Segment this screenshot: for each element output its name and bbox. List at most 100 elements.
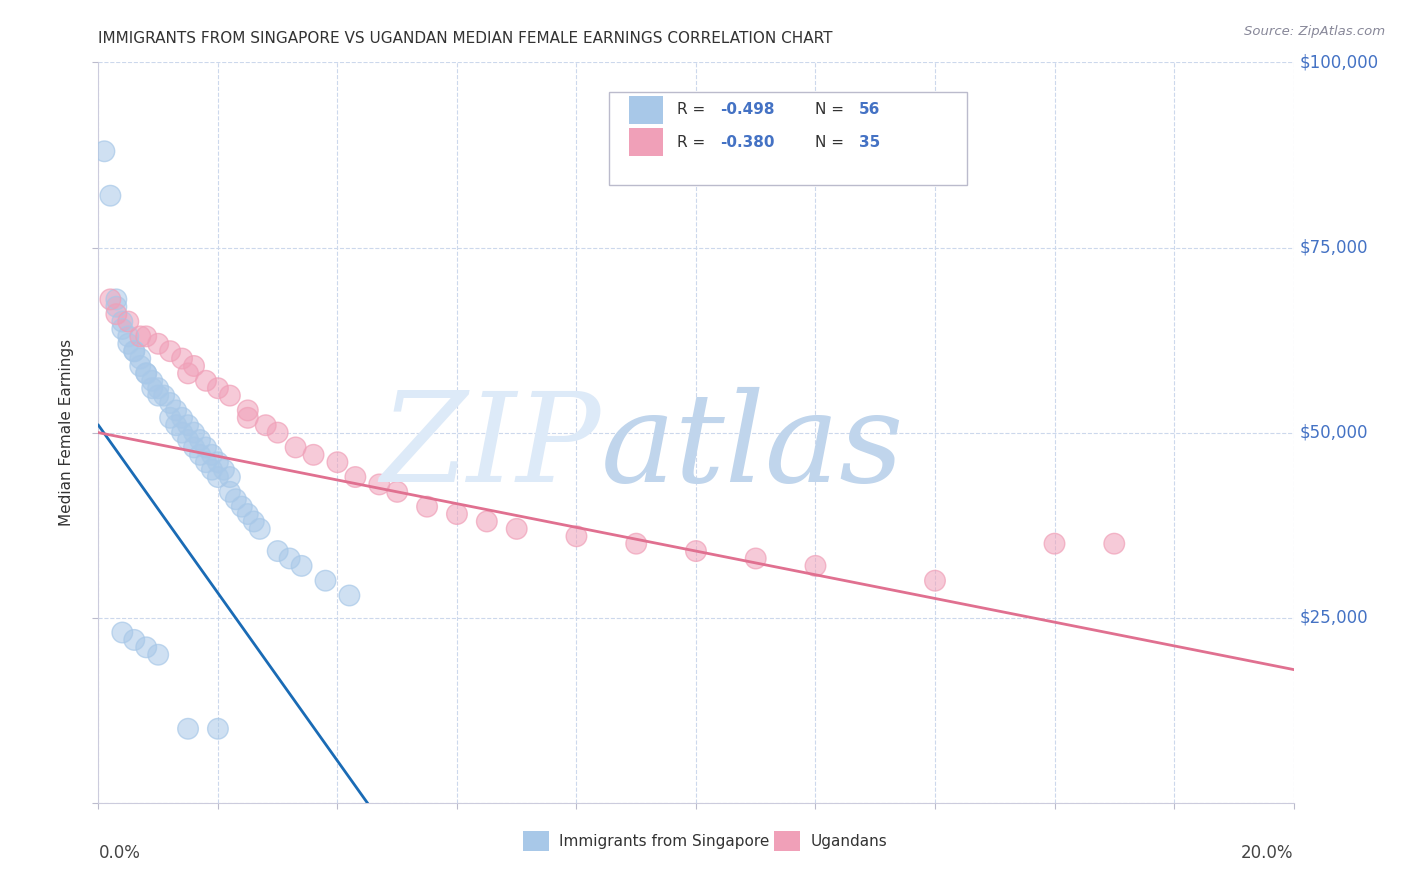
Point [129,329,152,343]
Point [98,293,122,307]
Point [302,448,325,462]
Y-axis label: Median Female Earnings: Median Female Earnings [59,339,75,526]
Text: atlas: atlas [600,386,904,508]
Point [105,307,128,321]
Point [685,544,707,558]
Point [195,455,218,469]
Point [177,433,200,447]
Point [267,544,290,558]
Point [141,374,163,388]
Point [111,322,134,336]
Point [385,484,409,499]
Point [207,470,229,484]
Point [141,374,163,388]
Point [117,314,139,328]
Point [219,484,242,499]
Point [207,470,229,484]
Point [129,351,152,366]
Point [212,462,235,476]
Point [284,441,307,455]
Point [745,551,768,566]
Point [105,293,128,307]
Text: ZIP: ZIP [380,386,600,508]
Point [446,507,468,521]
Text: $100,000: $100,000 [1299,54,1379,71]
Point [172,425,194,440]
Point [165,418,187,433]
Point [129,329,152,343]
Point [804,558,827,573]
Point [267,425,290,440]
Point [183,425,205,440]
Point [148,336,170,351]
Point [201,448,224,462]
Point [231,500,253,514]
Point [117,336,139,351]
Point [98,188,122,202]
Point [93,145,115,159]
Point [302,448,325,462]
Point [219,470,242,484]
Point [124,344,146,359]
Point [924,574,946,588]
Point [165,403,187,417]
Point [177,367,200,381]
Point [207,722,229,736]
Point [446,507,468,521]
Point [177,433,200,447]
Text: $50,000: $50,000 [1299,424,1368,442]
Point [207,381,229,395]
Bar [773,831,800,851]
Point [219,484,242,499]
Point [135,640,157,655]
Point [98,188,122,202]
Text: Ugandans: Ugandans [811,834,887,849]
Text: $25,000: $25,000 [1299,608,1368,627]
Point [291,558,314,573]
Text: $75,000: $75,000 [1299,238,1368,257]
Point [135,367,157,381]
Point [243,515,266,529]
Point [148,648,170,662]
Text: -0.380: -0.380 [720,135,775,150]
Point [148,648,170,662]
Point [249,522,271,536]
Point [148,336,170,351]
Point [159,344,181,359]
Point [165,418,187,433]
Point [475,515,498,529]
Point [626,536,648,550]
Point [172,425,194,440]
Point [267,544,290,558]
Bar [628,95,662,124]
Point [124,632,146,647]
Point [475,515,498,529]
Point [172,410,194,425]
Point [236,507,259,521]
Point [148,381,170,395]
Point [105,300,128,314]
Point [326,455,349,469]
Point [236,403,259,417]
Point [177,418,200,433]
Text: 56: 56 [859,103,880,118]
Point [207,381,229,395]
Point [506,522,529,536]
Point [111,625,134,640]
Point [254,418,277,433]
Point [207,455,229,469]
Point [148,388,170,402]
FancyBboxPatch shape [609,92,967,185]
Point [195,374,218,388]
Text: 35: 35 [859,135,880,150]
Point [284,441,307,455]
Point [135,329,157,343]
Point [129,351,152,366]
Point [207,455,229,469]
Point [315,574,337,588]
Point [195,441,218,455]
Point [188,448,211,462]
Point [243,515,266,529]
Point [183,441,205,455]
Point [172,410,194,425]
